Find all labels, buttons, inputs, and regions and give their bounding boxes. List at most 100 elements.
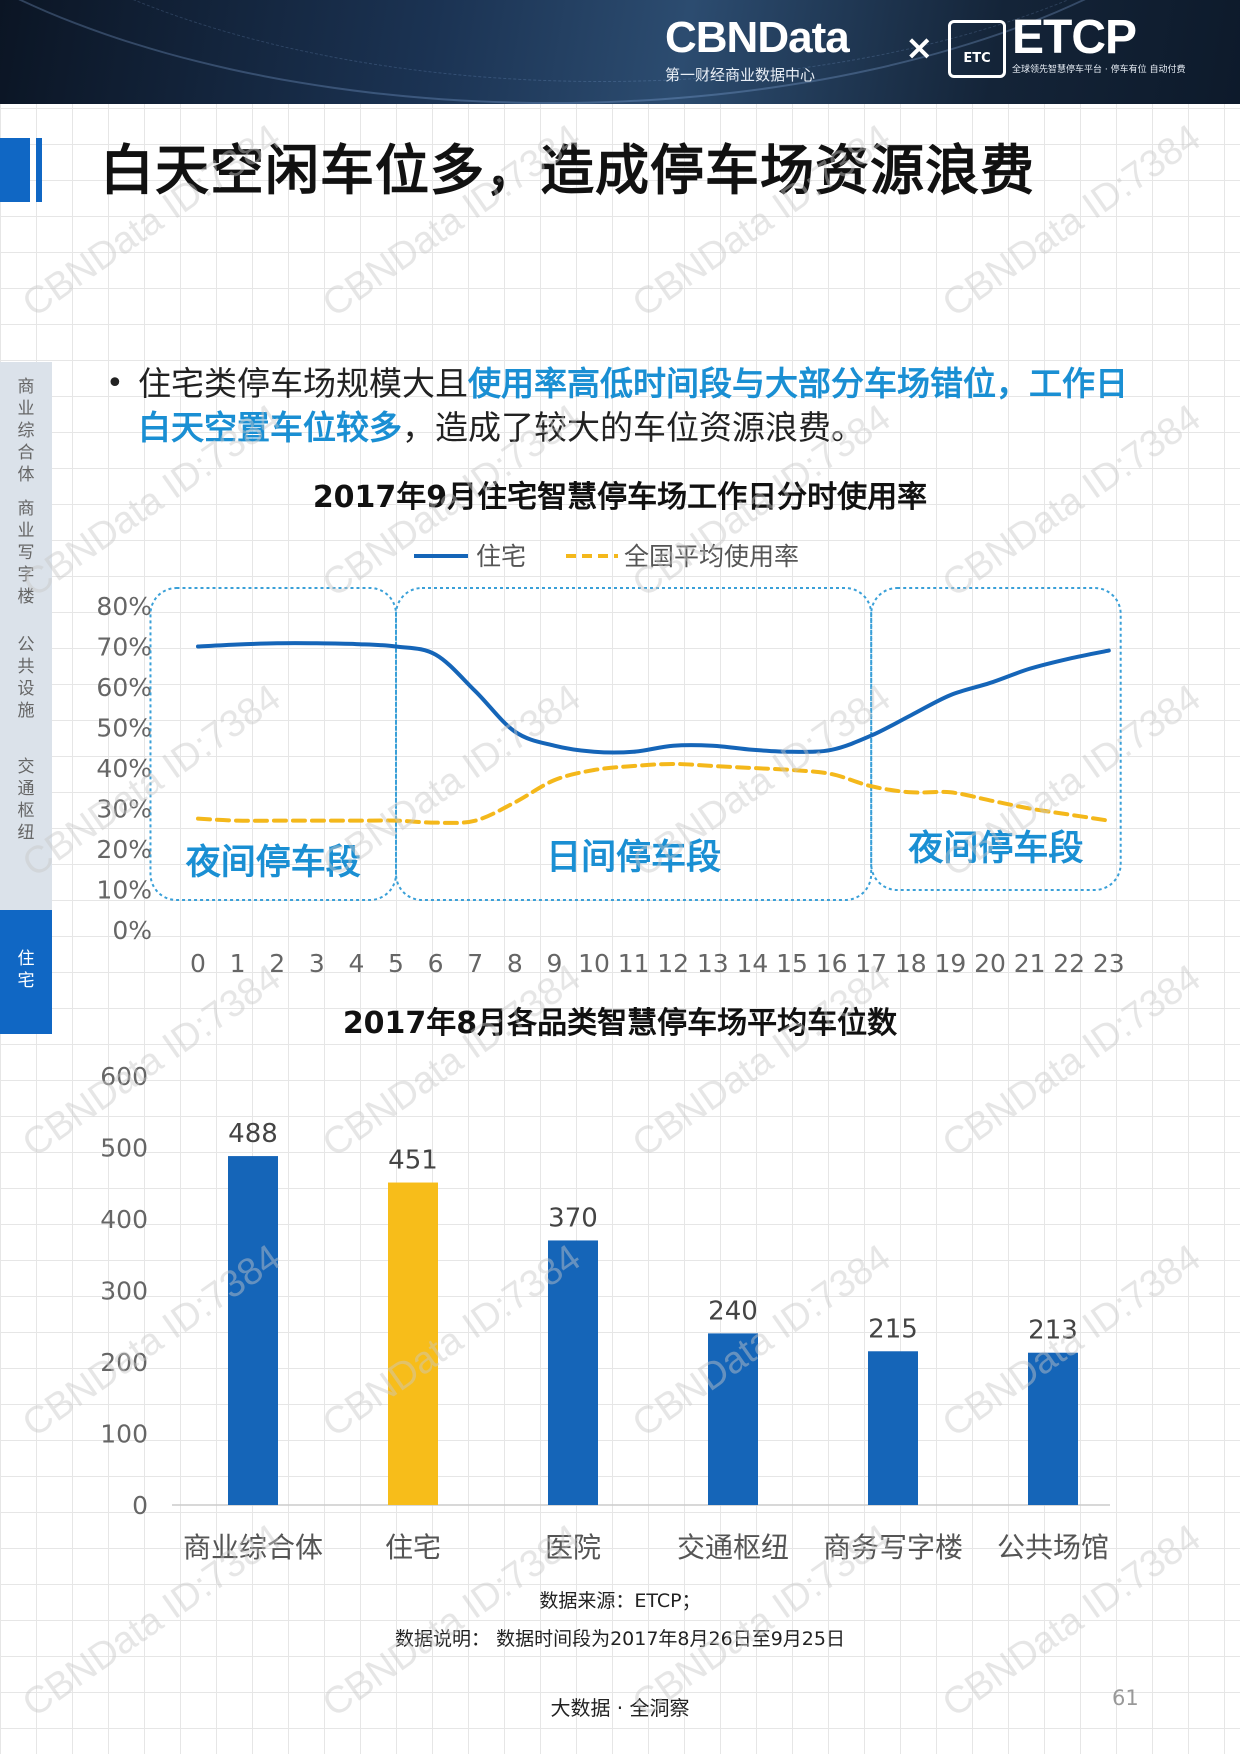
x-tick-label: 19 [934, 949, 966, 978]
bar-chart: 0 100 200 300 400 500 600 488 商业综合体 451 住宅 370 医院 240… [100, 1062, 1110, 1564]
y-tick-label: 400 [100, 1205, 148, 1234]
y-tick-label: 600 [100, 1062, 148, 1091]
page-number: 61 [1112, 1686, 1139, 1710]
y-tick-label: 0 [132, 1491, 148, 1520]
x-tick-label: 10 [578, 949, 610, 978]
y-tick-label: 40% [96, 754, 152, 783]
x-tick-label: 6 [428, 949, 444, 978]
y-tick-label: 70% [96, 633, 152, 662]
category-label: 住宅 [385, 1531, 441, 1564]
bar [548, 1240, 598, 1505]
y-tick-label: 50% [96, 714, 152, 743]
night-period-box-right [870, 587, 1122, 891]
cbndata-logo: CBNData 第一财经商业数据中心 [665, 13, 850, 85]
etcp-emblem-icon: ETC [948, 20, 1006, 78]
intro-highlight: 使用率高低时间段与大部分车场错位，工作日白天空置车位较多 [138, 364, 1128, 447]
bar-value-label: 451 [388, 1146, 438, 1176]
x-tick-label: 23 [1093, 949, 1125, 978]
sidebar-item-label: 公共设施 [17, 635, 35, 721]
x-tick-label: 15 [776, 949, 808, 978]
category-label: 公共场馆 [997, 1531, 1109, 1564]
title-accent-bar-thin [36, 138, 42, 202]
sidebar-item-label: 住宅 [17, 949, 35, 991]
globe-grid-decoration [0, 0, 1240, 82]
intro-text-1: 住宅类停车场规模大且 [138, 364, 468, 403]
intro-paragraph: 住宅类停车场规模大且使用率高低时间段与大部分车场错位，工作日白天空置车位较多，造… [138, 362, 1138, 450]
sidebar-item-commercial-complex[interactable]: 商业综合体 [0, 376, 52, 486]
intro-text-2: ，造成了较大的车位资源浪费。 [402, 408, 864, 447]
y-tick-label: 10% [96, 876, 152, 905]
sidebar-item-office-building[interactable]: 商业写字楼 [0, 498, 52, 608]
bar [868, 1351, 918, 1505]
x-tick-label: 13 [697, 949, 729, 978]
legend-label-national-average: 全国平均使用率 [624, 542, 799, 571]
series-line-national-average [196, 761, 1111, 825]
x-tick-label: 7 [467, 949, 483, 978]
period-label: 日间停车段 [546, 837, 721, 878]
y-tick-label: 60% [96, 673, 152, 702]
brand-times-sign: × [905, 28, 934, 68]
title-accent-bar [0, 138, 30, 202]
x-tick-label: 1 [230, 949, 246, 978]
x-tick-label: 22 [1053, 949, 1085, 978]
category-label: 商务写字楼 [823, 1531, 963, 1564]
cbndata-logo-text: CBNData [665, 13, 850, 62]
x-tick-label: 18 [895, 949, 927, 978]
sidebar-item-label: 商业综合体 [17, 377, 35, 485]
night-period-box-left [149, 587, 397, 901]
etcp-logo: ETCP 全球领先智慧停车平台 · 停车有位 自动付费 [1012, 11, 1186, 76]
x-tick-label: 4 [348, 949, 364, 978]
series-line-residential [196, 641, 1111, 755]
bar [1028, 1352, 1078, 1505]
bar-value-label: 240 [708, 1296, 758, 1326]
x-tick-label: 14 [736, 949, 768, 978]
bullet-point: • [106, 366, 124, 401]
page-title: 白天空闲车位多，造成停车场资源浪费 [100, 139, 1035, 202]
bar [388, 1182, 438, 1505]
x-tick-label: 0 [190, 949, 206, 978]
bar-value-label: 370 [548, 1203, 598, 1233]
x-tick-label: 2 [269, 949, 285, 978]
sidebar-item-label: 商业写字楼 [17, 499, 35, 607]
x-tick-label: 17 [855, 949, 887, 978]
header-banner: CBNData 第一财经商业数据中心 × ETC ETCP 全球领先智慧停车平台… [0, 0, 1240, 104]
period-label: 夜间停车段 [907, 828, 1083, 869]
period-label: 夜间停车段 [185, 842, 361, 883]
y-tick-label: 0% [112, 916, 152, 945]
category-label: 交通枢纽 [677, 1531, 789, 1564]
y-tick-label: 300 [100, 1277, 148, 1306]
x-tick-label: 3 [309, 949, 325, 978]
line-chart-title: 2017年9月住宅智慧停车场工作日分时使用率 [312, 480, 928, 515]
bar-chart-title: 2017年8月各品类智慧停车场平均车位数 [342, 1006, 898, 1041]
sidebar-item-label: 交通枢纽 [17, 757, 35, 843]
sidebar-item-transport-hub[interactable]: 交通枢纽 [0, 756, 52, 856]
y-tick-label: 20% [96, 835, 152, 864]
x-tick-label: 5 [388, 949, 404, 978]
y-tick-label: 500 [100, 1134, 148, 1163]
sidebar-item-residential[interactable]: 住宅 [0, 910, 52, 1034]
x-tick-label: 12 [657, 949, 689, 978]
x-tick-label: 21 [1014, 949, 1046, 978]
x-tick-label: 8 [507, 949, 523, 978]
x-tick-label: 20 [974, 949, 1006, 978]
data-note: 数据说明： 数据时间段为2017年8月26日至9月25日 [395, 1628, 845, 1650]
category-label: 医院 [545, 1531, 601, 1564]
y-tick-label: 200 [100, 1348, 148, 1377]
y-tick-label: 30% [96, 795, 152, 824]
y-tick-label: 80% [96, 592, 152, 621]
etcp-logo-text: ETCP [1012, 11, 1137, 64]
y-tick-label: 100 [100, 1420, 148, 1449]
x-tick-label: 11 [618, 949, 650, 978]
bar [228, 1156, 278, 1505]
section-sidebar: 商业综合体 商业写字楼 公共设施 交通枢纽 住宅 [0, 362, 52, 1034]
bar [708, 1333, 758, 1505]
cbndata-logo-subtitle: 第一财经商业数据中心 [665, 66, 816, 84]
bar-value-label: 215 [868, 1314, 918, 1344]
bar-value-label: 213 [1028, 1316, 1078, 1346]
legend-label-residential: 住宅 [476, 542, 526, 571]
footer-slogan: 大数据 · 全洞察 [550, 1696, 690, 1720]
sidebar-item-public-facility[interactable]: 公共设施 [0, 634, 52, 724]
etcp-logo-subtitle: 全球领先智慧停车平台 · 停车有位 自动付费 [1012, 65, 1186, 75]
day-period-box [395, 587, 873, 901]
